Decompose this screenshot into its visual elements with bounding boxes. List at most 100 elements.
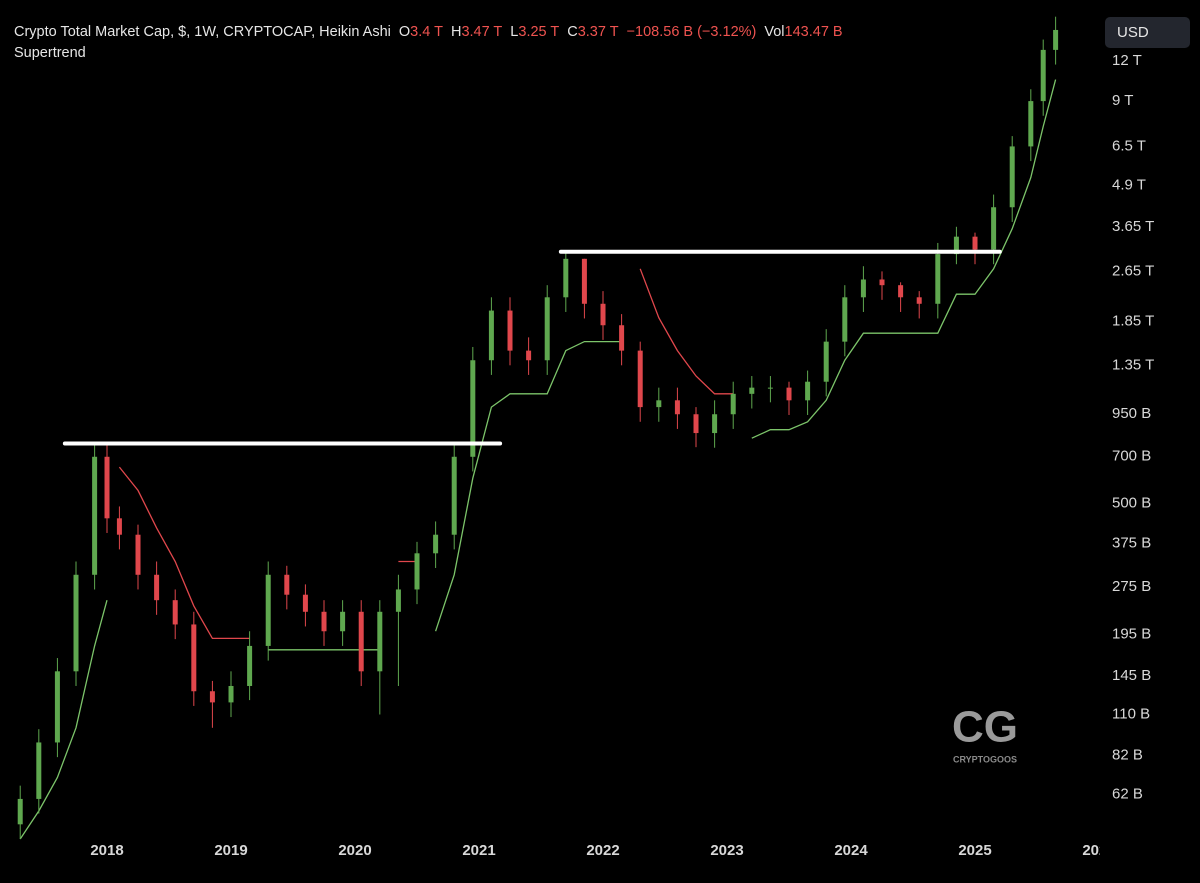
y-tick-label: 195 B bbox=[1112, 626, 1151, 643]
candle-body bbox=[860, 279, 866, 298]
x-tick-label: 2019 bbox=[214, 842, 247, 859]
candle-body bbox=[656, 400, 662, 408]
candle-body bbox=[451, 456, 457, 535]
candle-body bbox=[284, 574, 290, 595]
candle-body bbox=[637, 350, 643, 408]
supertrend-line bbox=[19, 79, 1057, 840]
x-tick-label: 2023 bbox=[710, 842, 743, 859]
candle-body bbox=[414, 553, 420, 590]
candle-body bbox=[749, 387, 755, 394]
watermark-name: CRYPTOGOOS bbox=[953, 754, 1017, 764]
candle-body bbox=[154, 574, 160, 601]
header: Crypto Total Market Cap, $, 1W, CRYPTOCA… bbox=[14, 22, 843, 64]
x-tick-label: 2021 bbox=[462, 842, 495, 859]
y-tick-label: 3.65 T bbox=[1112, 218, 1154, 235]
candle-body bbox=[507, 310, 513, 351]
candle-body bbox=[265, 574, 271, 646]
y-tick-label: 275 B bbox=[1112, 578, 1151, 595]
candle-body bbox=[972, 236, 978, 250]
legend-value: −108.56 B (−3.12%) bbox=[626, 24, 757, 40]
legend-key: H bbox=[450, 24, 462, 40]
y-tick-label: 62 B bbox=[1112, 785, 1143, 802]
candle-body bbox=[916, 297, 922, 304]
y-tick-label: 6.5 T bbox=[1112, 137, 1146, 154]
legend-key: L bbox=[510, 24, 519, 40]
candle-body bbox=[712, 414, 718, 434]
legend-value: 3.25 T bbox=[518, 24, 560, 40]
y-tick-label: 500 B bbox=[1112, 495, 1151, 512]
candle-body bbox=[1040, 49, 1046, 102]
watermark: CG CRYPTOGOOS bbox=[952, 703, 1018, 765]
candle-body bbox=[823, 341, 829, 382]
candle-body bbox=[674, 400, 680, 415]
candle-body bbox=[172, 600, 178, 625]
y-tick-label: 1.85 T bbox=[1112, 312, 1154, 329]
candle-body bbox=[209, 691, 215, 703]
candle-body bbox=[228, 685, 234, 703]
candle-body bbox=[104, 456, 110, 519]
candle-body bbox=[433, 534, 439, 554]
candle-body bbox=[377, 611, 383, 672]
candle-body bbox=[54, 671, 60, 743]
candle-body bbox=[619, 325, 625, 351]
y-tick-label: 1.35 T bbox=[1112, 356, 1154, 373]
legend-value: 3.47 T bbox=[461, 24, 503, 40]
x-tick-label: 2025 bbox=[958, 842, 991, 859]
candle-body bbox=[600, 303, 606, 326]
candle-body bbox=[321, 611, 327, 632]
candle-body bbox=[526, 350, 532, 361]
candle-body bbox=[879, 279, 885, 286]
candle-body bbox=[805, 381, 811, 401]
candle-body bbox=[693, 414, 699, 434]
legend-key: O bbox=[398, 24, 411, 40]
candle-body bbox=[302, 594, 308, 612]
x-tick-label: 2024 bbox=[834, 842, 868, 859]
price-scale bbox=[1100, 0, 1200, 883]
candle-body bbox=[898, 285, 904, 298]
candle-body bbox=[1053, 29, 1059, 50]
legend-value: 3.4 T bbox=[410, 24, 443, 40]
chart-title: Crypto Total Market Cap, $, 1W, CRYPTOCA… bbox=[14, 24, 391, 40]
currency-button[interactable]: USD bbox=[1105, 17, 1190, 48]
y-tick-label: 9 T bbox=[1112, 92, 1133, 109]
candle-body bbox=[116, 518, 122, 535]
y-tick-label: 110 B bbox=[1112, 705, 1150, 722]
candle-body bbox=[470, 360, 476, 457]
y-tick-label: 700 B bbox=[1112, 448, 1151, 465]
candle-body bbox=[92, 456, 98, 575]
y-tick-label: 145 B bbox=[1112, 667, 1151, 684]
candle-body bbox=[17, 798, 23, 825]
candle-body bbox=[1028, 101, 1034, 147]
candle-body bbox=[1009, 146, 1015, 208]
candle-body bbox=[991, 207, 997, 250]
candle-body bbox=[581, 258, 587, 304]
legend-value: 3.37 T bbox=[577, 24, 619, 40]
x-tick-label: 2022 bbox=[586, 842, 619, 859]
x-tick-label: 2020 bbox=[338, 842, 371, 859]
candle-body bbox=[395, 589, 401, 612]
legend-key: C bbox=[567, 24, 578, 40]
y-tick-label: 375 B bbox=[1112, 535, 1151, 552]
candle-body bbox=[767, 387, 773, 389]
watermark-logo: CG bbox=[952, 703, 1018, 752]
candle-body bbox=[36, 742, 42, 799]
candle-body bbox=[247, 645, 253, 686]
legend-value: 143.47 B bbox=[784, 24, 843, 40]
candle-body bbox=[935, 254, 941, 304]
x-tick-label: 2018 bbox=[90, 842, 123, 859]
candle-body bbox=[73, 574, 79, 672]
y-tick-label: 4.9 T bbox=[1112, 177, 1146, 194]
candle-body bbox=[842, 297, 848, 342]
header-line: Crypto Total Market Cap, $, 1W, CRYPTOCA… bbox=[14, 22, 843, 43]
y-tick-label: 2.65 T bbox=[1112, 262, 1154, 279]
candle-body bbox=[544, 297, 550, 361]
legend-key: Vol bbox=[764, 24, 785, 40]
supertrend-line bbox=[118, 268, 734, 640]
candle-body bbox=[358, 611, 364, 672]
candle-body bbox=[191, 624, 197, 692]
indicator-label: Supertrend bbox=[14, 45, 86, 61]
candle-body bbox=[135, 534, 141, 575]
candle-body bbox=[730, 393, 736, 415]
